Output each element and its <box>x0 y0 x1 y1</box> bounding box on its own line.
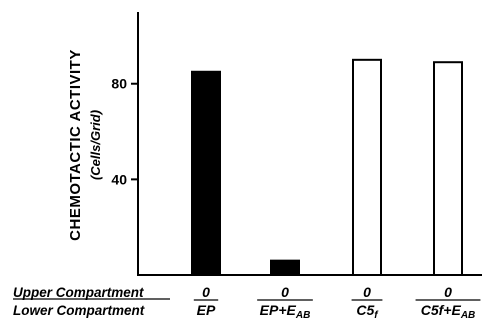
category-lower-main: C5f+E <box>421 302 462 318</box>
bar <box>433 61 463 276</box>
upper-compartment-label: Upper Compartment <box>13 285 144 300</box>
lower-compartment-label: Lower Compartment <box>13 303 145 318</box>
compartment-row-labels: Upper Compartment Lower Compartment <box>13 285 170 318</box>
category-lower-label: C5f <box>356 302 379 321</box>
bars <box>191 58 463 277</box>
y-axis-title-group: CHEMOTACTIC ACTIVITY (Cells/Grid) <box>67 49 103 241</box>
category-lower-main: EP <box>197 302 216 318</box>
category-lower-label: EP <box>197 302 216 318</box>
category-lower-subscript: f <box>374 310 379 321</box>
category-upper-label: 0 <box>281 284 289 300</box>
category-lower-label: C5f+EAB <box>421 302 476 321</box>
bar <box>191 70 221 277</box>
category-upper-label: 0 <box>444 284 452 300</box>
category-lower-subscript: AB <box>295 310 310 321</box>
category-lower-main: EP+E <box>260 302 297 318</box>
category-lower-main: C5 <box>356 302 374 318</box>
category-lower-label: EP+EAB <box>260 302 311 321</box>
y-axis-title: CHEMOTACTIC ACTIVITY <box>67 49 84 241</box>
y-tick-label: 40 <box>111 171 127 187</box>
bar <box>270 259 300 276</box>
y-ticks: 40 80 <box>111 76 138 187</box>
category-upper-label: 0 <box>202 284 210 300</box>
category-upper-label: 0 <box>363 284 371 300</box>
bar <box>352 58 382 277</box>
y-axis-subtitle: (Cells/Grid) <box>88 110 103 180</box>
y-tick-label: 80 <box>111 76 127 92</box>
category-lower-subscript: AB <box>460 310 475 321</box>
